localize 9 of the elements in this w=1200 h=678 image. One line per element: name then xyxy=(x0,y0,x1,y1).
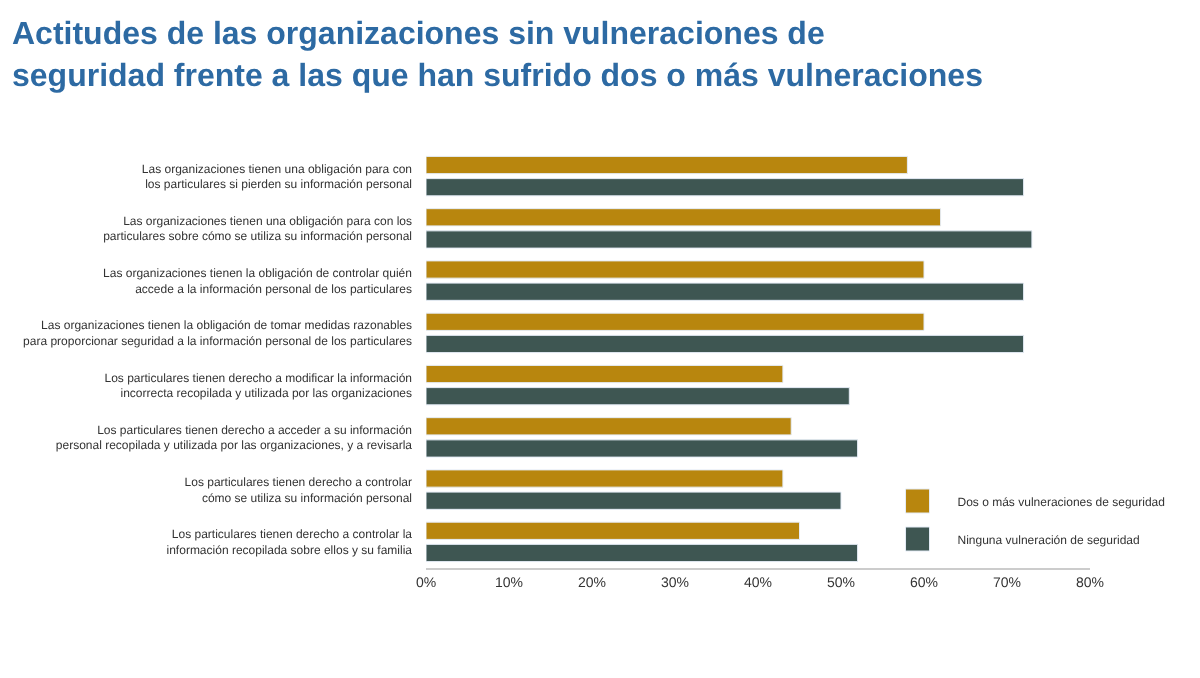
bar xyxy=(426,387,850,406)
bar xyxy=(426,364,784,384)
bar xyxy=(426,521,800,540)
bar xyxy=(426,155,908,175)
bar xyxy=(426,543,859,563)
bar xyxy=(426,178,1025,197)
bar xyxy=(426,334,1025,354)
bar xyxy=(426,312,925,331)
chart-title: Actitudes de las organizaciones sin vulneraciones de seguridad frente a las que han sufrido dos o más vulneraciones xyxy=(12,18,984,94)
